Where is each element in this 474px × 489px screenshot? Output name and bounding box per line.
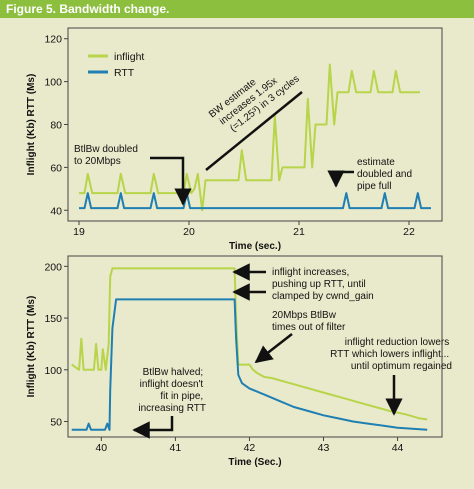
arrow-bw-estimate	[205, 91, 303, 171]
annotation-btlbw-halved-line: fit in pipe,	[160, 391, 203, 402]
annotation-inflight-reduction-line: RTT which lowers inflight...	[330, 349, 449, 360]
annotation-inflight-reduction: inflight reduction lowers RTT which lowe…	[330, 337, 452, 372]
series-line-rtt	[71, 298, 428, 431]
annotation-times-out: 20Mbps BtlBw times out of filter	[272, 310, 346, 333]
y-tick-label: 200	[44, 261, 62, 273]
series-line-inflight	[79, 63, 420, 212]
y-tick-label: 100	[44, 365, 62, 377]
y-tick-label: 40	[50, 205, 62, 217]
x-tick-label: 21	[293, 226, 305, 238]
annotation-times-out-line: times out of filter	[272, 322, 346, 333]
plot-frame	[67, 255, 443, 438]
annotation-estimate-doubled-line: estimate	[357, 157, 395, 168]
annotation-bw-estimate: BW estimate increases 1.95x (=1.25³) in …	[207, 55, 302, 140]
x-tick-label: 20	[183, 226, 195, 238]
series-line-inflight	[71, 267, 428, 421]
x-tick-label: 41	[170, 442, 182, 454]
annotation-inflight-increases-line: clamped by cwnd_gain	[272, 291, 374, 302]
arrow-btlbw-doubled	[150, 156, 192, 206]
annotation-btlbw-halved-line: inflight doesn't	[140, 379, 204, 390]
annotation-inflight-increases: inflight increases, pushing up RTT, unti…	[272, 267, 374, 302]
x-axis-label: Time (Sec.)	[228, 457, 281, 468]
x-tick-label: 40	[95, 442, 107, 454]
y-tick-label: 80	[50, 120, 62, 132]
annotation-btlbw-doubled: BtlBw doubled to 20Mbps	[74, 144, 141, 167]
legend-top: inflight RTT	[88, 51, 144, 79]
figure-title: Figure 5. Bandwidth change.	[0, 0, 474, 18]
arrow-btlbw-halved	[132, 416, 174, 439]
x-axis-label: Time (sec.)	[229, 241, 281, 252]
annotation-inflight-increases-line: pushing up RTT, until	[272, 279, 366, 290]
annotation-btlbw-halved: BtlBw halved; inflight doesn't fit in pi…	[138, 367, 206, 414]
annotation-inflight-reduction-line: inflight reduction lowers	[345, 337, 450, 348]
x-tick-label: 22	[403, 226, 415, 238]
y-axis-label: Inflight (Kb) RTT (Ms)	[26, 74, 37, 176]
legend-label-inflight: inflight	[114, 51, 144, 63]
arrow-times-out	[254, 333, 293, 364]
y-axis-label: Inflight (Kb) RTT (Ms)	[26, 296, 37, 398]
annotation-btlbw-halved-line: increasing RTT	[138, 403, 206, 414]
x-tick-label: 43	[318, 442, 330, 454]
x-tick-label: 42	[244, 442, 256, 454]
annotation-times-out-line: 20Mbps BtlBw	[272, 310, 337, 321]
x-tick-label: 19	[73, 226, 85, 238]
annotation-estimate-doubled-line: pipe full	[357, 181, 391, 192]
annotation-btlbw-halved-line: BtlBw halved;	[143, 367, 204, 378]
annotation-btlbw-doubled-line: to 20Mbps	[74, 156, 121, 167]
y-tick-label: 120	[44, 34, 62, 46]
legend-label-rtt: RTT	[114, 67, 135, 79]
annotation-estimate-doubled-line: doubled and	[357, 169, 412, 180]
y-tick-label: 50	[50, 416, 62, 428]
y-tick-label: 150	[44, 313, 62, 325]
annotation-estimate-doubled: estimate doubled and pipe full	[357, 157, 415, 192]
series-line-rtt	[79, 192, 431, 210]
x-tick-label: 44	[392, 442, 404, 454]
annotation-inflight-increases-line: inflight increases,	[272, 267, 349, 278]
arrow-estimate-doubled	[327, 170, 354, 188]
annotation-btlbw-doubled-line: BtlBw doubled	[74, 144, 138, 155]
annotation-inflight-reduction-line: until optimum regained	[351, 361, 452, 372]
y-tick-label: 60	[50, 162, 62, 174]
y-tick-label: 100	[44, 77, 62, 89]
